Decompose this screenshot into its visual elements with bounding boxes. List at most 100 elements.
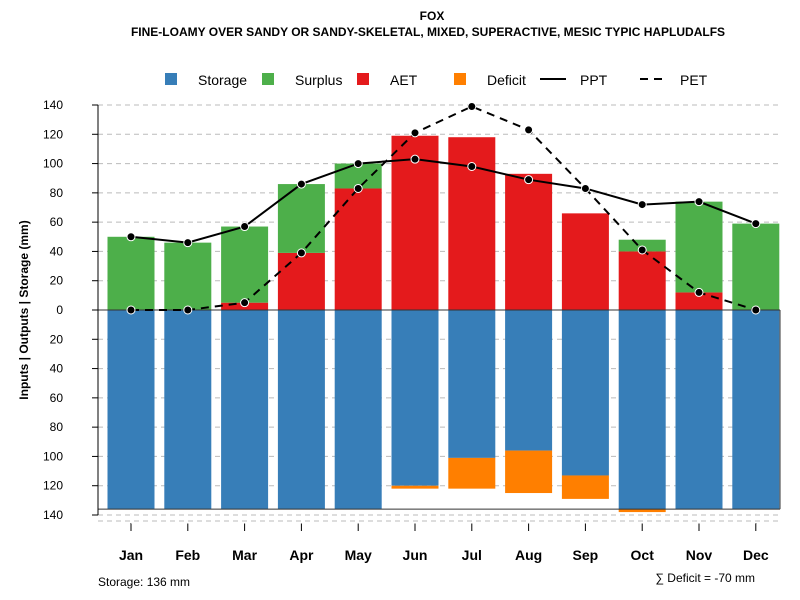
pet-point [183,305,193,315]
storage-bar [448,310,496,458]
storage-bar [107,310,155,510]
y-tick-label: 80 [50,420,64,434]
x-tick-label: Jul [462,547,482,563]
ppt-point [296,179,306,189]
y-tick-label: 60 [50,215,64,229]
x-tick-label: Sep [573,547,599,563]
pet-point [353,183,363,193]
ppt-point [580,183,590,193]
y-tick-label: 120 [43,479,63,493]
storage-bar [675,310,723,510]
ppt-point [637,200,647,210]
deficit-bar [505,450,553,494]
deficit-bar [561,475,609,499]
x-tick-label: Jun [403,547,428,563]
surplus-bar [221,226,269,303]
x-tick-label: May [345,547,372,563]
chart-subtitle: FINE-LOAMY OVER SANDY OR SANDY-SKELETAL,… [131,25,725,39]
legend-swatch-surplus [262,73,274,85]
y-tick-label: 20 [50,332,64,346]
pet-point [751,305,761,315]
ppt-point [240,222,250,232]
legend-swatch-aet [357,73,369,85]
storage-bar [277,310,325,510]
storage-bar [561,310,609,476]
y-tick-label: 20 [50,274,64,288]
pet-point [126,305,136,315]
aet-bar [561,213,609,310]
x-tick-label: Nov [686,547,713,563]
y-tick-label: 60 [50,391,64,405]
x-tick-label: Apr [289,547,314,563]
x-tick-label: Feb [175,547,200,563]
ppt-point [353,159,363,169]
y-tick-label: 140 [43,98,63,112]
deficit-bar [618,509,666,513]
surplus-bar [732,223,780,310]
surplus-bar [107,236,155,310]
deficit-bar [448,457,496,489]
axes: 140 120 100 80 60 40 20 0 20 40 60 80 100 120 140 Jan Fe… [43,98,769,563]
ppt-point [694,197,704,207]
y-axis-label: Inputs | Outputs | Storage (mm) [17,220,31,399]
legend-swatch-deficit [454,73,466,85]
storage-annotation: Storage: 136 mm [98,575,190,589]
y-tick-label: 40 [50,362,64,376]
gridlines [98,104,782,522]
legend: Storage Surplus AET Deficit PPT PET [165,72,708,88]
ppt-point [410,154,420,164]
pet-point [296,248,306,258]
bars [98,135,781,513]
legend-swatch-storage [165,73,177,85]
y-tick-label: 40 [50,244,64,258]
ppt-point [524,175,534,185]
aet-bar [675,292,723,310]
y-tick-label: 100 [43,449,63,463]
y-tick-label: 100 [43,157,63,171]
surplus-bar [164,242,212,310]
pet-point [467,101,477,111]
legend-label-storage: Storage [198,72,247,88]
pet-point [410,128,420,138]
ppt-point [126,232,136,242]
surplus-bar [675,201,723,293]
y-tick-label: 80 [50,186,64,200]
y-tick-label: 120 [43,127,63,141]
aet-bar [505,173,553,310]
y-tick-label: 140 [43,508,63,522]
pet-line [131,105,757,311]
deficit-bar [391,485,439,489]
aet-bar [334,188,382,310]
storage-bar [391,310,439,486]
pet-point [524,125,534,135]
storage-bar [164,310,212,510]
ppt-point [751,219,761,229]
x-tick-label: Oct [631,547,655,563]
x-tick-label: Mar [232,547,257,563]
x-tick-label: Dec [743,547,769,563]
y-tick-label: 0 [56,303,63,317]
storage-bar [505,310,553,451]
storage-bar [618,310,666,510]
x-tick-label: Aug [515,547,542,563]
pet-point [637,245,647,255]
pet-point [240,298,250,308]
legend-label-pet: PET [680,72,708,88]
surplus-bar [277,184,325,253]
aet-bar [391,135,439,310]
storage-bar [334,310,382,510]
aet-bar [618,251,666,310]
pet-point [694,287,704,297]
legend-label-deficit: Deficit [487,72,526,88]
lines [126,101,761,315]
ppt-line [130,158,757,244]
legend-label-surplus: Surplus [295,72,342,88]
storage-bar [732,310,780,510]
legend-label-aet: AET [390,72,418,88]
ppt-point [467,162,477,171]
deficit-annotation: ∑ Deficit = -70 mm [655,571,755,585]
storage-bar [221,310,269,510]
chart-title: FOX [420,9,445,23]
